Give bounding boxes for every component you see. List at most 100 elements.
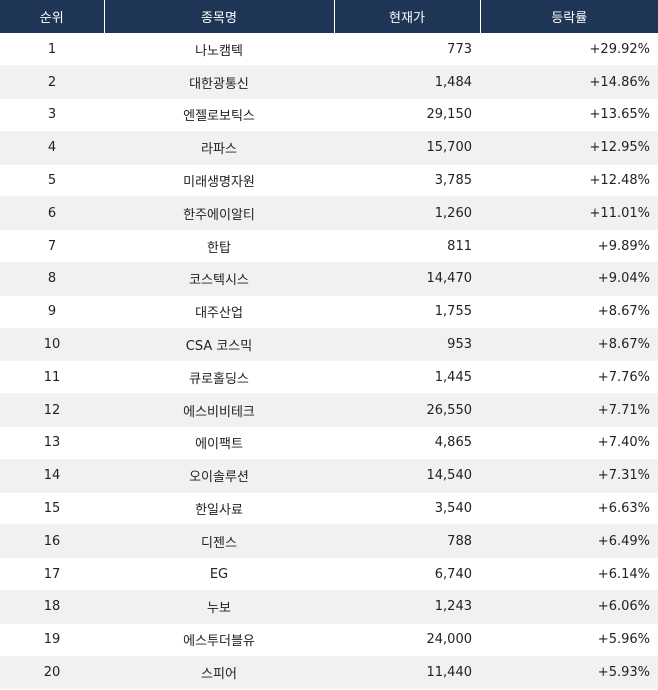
change-cell: +14.86% [480,65,658,100]
name-cell: CSA 코스믹 [104,328,334,362]
price-cell: 24,000 [334,623,480,657]
name-cell: 디젠스 [104,524,334,559]
change-cell: +29.92% [480,33,658,67]
price-cell: 773 [334,33,480,67]
table-header: 순위 종목명 현재가 등락률 [0,0,658,33]
price-cell: 811 [334,229,480,264]
change-cell: +6.63% [480,492,658,526]
change-cell: +7.71% [480,393,658,428]
table-row: 14 오이솔루션 14,540 +7.31% [0,459,658,493]
table-body: 1 나노캠텍 773 +29.92% 2 대한광통신 1,484 +14.86% 3 엔젤로보틱스… [0,33,658,690]
table-row: 7 한탑 811 +9.89% [0,229,658,264]
name-cell: 한주에이알티 [104,196,334,231]
name-cell: 라파스 [104,131,334,165]
rank-cell: 16 [0,524,104,559]
change-cell: +13.65% [480,98,658,132]
change-cell: +8.67% [480,328,658,362]
price-cell: 3,785 [334,164,480,198]
rank-cell: 15 [0,492,104,526]
price-cell: 788 [334,524,480,559]
name-cell: 대한광통신 [104,65,334,100]
name-cell: 나노캠텍 [104,33,334,67]
change-cell: +7.76% [480,360,658,395]
table-row: 12 에스비비테크 26,550 +7.71% [0,393,658,428]
rank-cell: 12 [0,393,104,428]
rank-cell: 3 [0,98,104,132]
name-cell: 누보 [104,590,334,624]
name-cell: 오이솔루션 [104,459,334,493]
table-row: 15 한일사료 3,540 +6.63% [0,492,658,526]
change-cell: +7.40% [480,426,658,460]
change-cell: +12.48% [480,164,658,198]
rank-cell: 8 [0,262,104,296]
change-cell: +9.04% [480,262,658,296]
name-cell: 대주산업 [104,295,334,329]
rank-cell: 6 [0,196,104,231]
price-cell: 6,740 [334,557,480,592]
table-row: 16 디젠스 788 +6.49% [0,524,658,559]
table-row: 18 누보 1,243 +6.06% [0,590,658,624]
price-cell: 1,484 [334,65,480,100]
price-cell: 14,540 [334,459,480,493]
name-cell: 한일사료 [104,492,334,526]
change-cell: +5.96% [480,623,658,657]
table-row: 13 에이팩트 4,865 +7.40% [0,426,658,460]
price-cell: 953 [334,328,480,362]
rank-cell: 1 [0,33,104,67]
rank-cell: 5 [0,164,104,198]
table-row: 19 에스투더블유 24,000 +5.96% [0,623,658,657]
price-cell: 1,755 [334,295,480,329]
change-cell: +9.89% [480,229,658,264]
table-row: 11 큐로홀딩스 1,445 +7.76% [0,360,658,395]
header-change: 등락률 [551,11,588,26]
name-cell: 엔젤로보틱스 [104,98,334,132]
table-row: 6 한주에이알티 1,260 +11.01% [0,196,658,231]
change-cell: +6.49% [480,524,658,559]
change-cell: +5.93% [480,656,658,690]
table-row: 3 엔젤로보틱스 29,150 +13.65% [0,98,658,132]
table-row: 4 라파스 15,700 +12.95% [0,131,658,165]
table-row: 10 CSA 코스믹 953 +8.67% [0,328,658,362]
rank-cell: 11 [0,360,104,395]
rank-cell: 9 [0,295,104,329]
rank-cell: 2 [0,65,104,100]
rank-cell: 4 [0,131,104,165]
price-cell: 11,440 [334,656,480,690]
name-cell: 코스텍시스 [104,262,334,296]
name-cell: 스피어 [104,656,334,690]
price-cell: 4,865 [334,426,480,460]
name-cell: 에스비비테크 [104,393,334,428]
rank-cell: 13 [0,426,104,460]
price-cell: 1,260 [334,196,480,231]
change-cell: +8.67% [480,295,658,329]
rank-cell: 18 [0,590,104,624]
table-row: 20 스피어 11,440 +5.93% [0,656,658,690]
price-cell: 26,550 [334,393,480,428]
name-cell: 에스투더블유 [104,623,334,657]
table-row: 8 코스텍시스 14,470 +9.04% [0,262,658,296]
change-cell: +7.31% [480,459,658,493]
name-cell: 큐로홀딩스 [104,360,334,395]
rank-cell: 10 [0,328,104,362]
name-cell: 미래생명자원 [104,164,334,198]
price-cell: 3,540 [334,492,480,526]
change-cell: +6.06% [480,590,658,624]
table-row: 5 미래생명자원 3,785 +12.48% [0,164,658,198]
rank-cell: 14 [0,459,104,493]
table-row: 2 대한광통신 1,484 +14.86% [0,65,658,100]
table-row: 1 나노캠텍 773 +29.92% [0,33,658,67]
header-row: 순위 종목명 현재가 등락률 [0,0,658,33]
header-name: 종목명 [104,0,335,33]
price-cell: 1,243 [334,590,480,624]
table-row: 9 대주산업 1,755 +8.67% [0,295,658,329]
price-cell: 15,700 [334,131,480,165]
change-cell: +11.01% [480,196,658,231]
rank-cell: 7 [0,229,104,264]
name-cell: 에이팩트 [104,426,334,460]
price-cell: 29,150 [334,98,480,132]
name-cell: 한탑 [104,229,334,264]
change-cell: +6.14% [480,557,658,592]
table-row: 17 EG 6,740 +6.14% [0,557,658,592]
price-cell: 14,470 [334,262,480,296]
